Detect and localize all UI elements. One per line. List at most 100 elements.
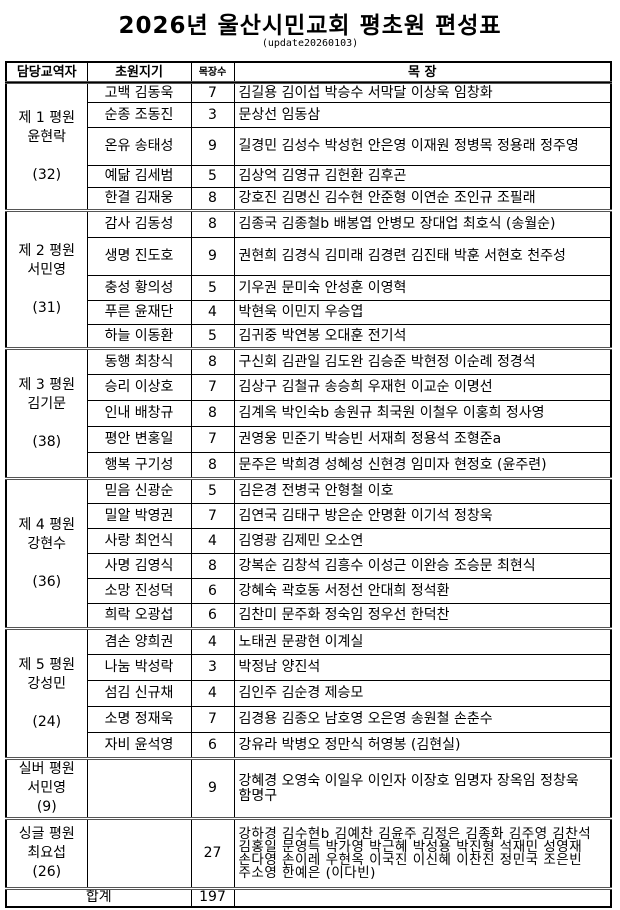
mokjang-count-cell: 9: [190, 127, 235, 166]
chowon-leader-cell: [86, 758, 192, 819]
chowon-leader-cell: 고백 김동욱: [86, 82, 192, 103]
mokjang-members-cell: 김은경 전병국 안형철 이호: [233, 478, 612, 504]
mokjang-members-cell: 강혜경 오영숙 이일우 이인자 이장호 임명자 장옥임 정창욱 함명구: [233, 758, 612, 819]
group-leader: 최요섭: [27, 845, 67, 861]
chowon-leader-cell: [86, 818, 192, 889]
mokjang-members-cell: 김인주 김순경 제승모: [233, 680, 612, 707]
mokjang-count-cell: 6: [190, 603, 235, 629]
chowon-leader-cell: 하늘 이동환: [86, 324, 192, 349]
mokjang-members-cell: 김영광 김제민 오소연: [233, 528, 612, 554]
mokjang-count-cell: 8: [190, 210, 235, 238]
mokjang-members-cell: 권현희 김경식 김미래 김경련 김진태 박훈 서현호 천주성: [233, 237, 612, 276]
chowon-leader-cell: 믿음 신광순: [86, 478, 192, 504]
chowon-leader-cell: 충성 황의성: [86, 275, 192, 301]
header-mokjang-count: 목장수: [190, 61, 235, 83]
chowon-leader-cell: 한결 김재웅: [86, 187, 192, 211]
group-count: (38): [32, 433, 62, 450]
table-row: 하늘 이동환 5 김귀중 박연봉 오대훈 전기석: [6, 324, 612, 349]
mokjang-members-cell: 강혜숙 곽호동 서정선 안대희 정석환: [233, 578, 612, 604]
table-row: 순종 조동진 3 문상선 임동삼: [6, 102, 612, 128]
group-leader: 서민영: [27, 780, 67, 796]
mokjang-count-cell: 7: [190, 426, 235, 453]
chowon-leader-cell: 소망 진성덕: [86, 578, 192, 604]
mokjang-count-cell: 5: [190, 275, 235, 301]
mokjang-members-cell: 김귀중 박연봉 오대훈 전기석: [233, 324, 612, 349]
chowon-leader-cell: 동행 최창식: [86, 348, 192, 375]
table-row: 제 5 평원 강성민 (24) 겸손 양희권 4 노태권 문광현 이계실: [5, 628, 612, 759]
mokjang-members-cell: 박정남 양진석: [233, 654, 612, 681]
table-row: 나눔 박성락 3 박정남 양진석: [6, 654, 612, 681]
total-empty-cell: [233, 888, 612, 907]
group-leader: 강성민: [27, 675, 67, 692]
chowon-leader-cell: 온유 송태성: [86, 127, 192, 166]
table-row: 사명 김영식 8 강복순 김창석 김흥수 이성근 이완승 조승문 최현식: [6, 553, 612, 579]
chowon-leader-cell: 희락 오광섭: [86, 603, 192, 629]
group-leader: 김기문: [27, 395, 67, 412]
mokjang-count-cell: 4: [190, 300, 235, 325]
table-row: 실버 평원 서민영 (9) 9 강혜경 오영숙 이일우 이인자 이장호 임명자 장옥임 …: [5, 758, 612, 819]
chowon-leader-cell: 나눔 박성락: [86, 654, 192, 681]
table-row: 한결 김재웅 8 강호진 김명신 김수현 안준형 이연순 조인규 조필래: [6, 187, 612, 211]
mokjang-count-cell: 5: [190, 165, 235, 188]
chowon-leader-cell: 소명 정재욱: [86, 706, 192, 733]
mokjang-count-cell: 8: [190, 452, 235, 479]
chowon-leader-cell: 사명 김영식: [86, 553, 192, 579]
group-1: 제 1 평원 윤현락 (32) 고백 김동욱 7 김길용 김이섭 박승수 서막달 이상욱 …: [5, 82, 612, 211]
mokjang-count-cell: 7: [190, 503, 235, 529]
group-pastor-cell: 제 3 평원 김기문 (38): [5, 348, 88, 479]
mokjang-members-cell: 문주은 박희경 성혜성 신현경 임미자 현정호 (윤주련): [233, 452, 612, 479]
group-2: 제 2 평원 서민영 (31) 감사 김동성 8 김종국 김종철b 배봉엽 안병모 장대업…: [5, 210, 612, 349]
table-row: 소명 정재욱 7 김경용 김종오 남호영 오은영 송원철 손춘수: [6, 706, 612, 733]
mokjang-count-cell: 27: [190, 818, 235, 889]
group-4: 제 4 평원 강현수 (36) 믿음 신광순 5 김은경 전병국 안형철 이호 밀알 박영권…: [5, 478, 612, 629]
mokjang-count-cell: 7: [190, 374, 235, 401]
table-row: 승리 이상호 7 김상구 김철규 송승희 우재헌 이교순 이명선: [6, 374, 612, 401]
group-pastor-cell: 제 5 평원 강성민 (24): [5, 628, 88, 759]
group-pastor-cell: 제 4 평원 강현수 (36): [5, 478, 88, 629]
group-name: 싱글 평원: [18, 826, 75, 842]
table-row: 평안 변홍일 7 권영웅 민준기 박승빈 서재희 정용석 조형준a: [6, 426, 612, 453]
table-row: 푸른 윤재단 4 박현욱 이민지 우승엽: [6, 300, 612, 325]
mokjang-count-cell: 7: [190, 706, 235, 733]
table-row: 생명 진도호 9 권현희 김경식 김미래 김경련 김진태 박훈 서현호 천주성: [6, 237, 612, 276]
chowon-leader-cell: 예닮 김세범: [86, 165, 192, 188]
mokjang-members-cell: 강복순 김창석 김흥수 이성근 이완승 조승문 최현식: [233, 553, 612, 579]
table-row: 사랑 최언식 4 김영광 김제민 오소연: [6, 528, 612, 554]
group-count: (9): [36, 799, 57, 815]
group-count: (26): [32, 864, 62, 880]
table-row: 행복 구기성 8 문주은 박희경 성혜성 신현경 임미자 현정호 (윤주련): [6, 452, 612, 479]
mokjang-count-cell: 8: [190, 553, 235, 579]
chowon-leader-cell: 평안 변홍일: [86, 426, 192, 453]
mokjang-members-cell: 강호진 김명신 김수현 안준형 이연순 조인규 조필래: [233, 187, 612, 211]
mokjang-members-cell: 길경민 김성수 박성헌 안은영 이재원 정병목 정용래 정주영: [233, 127, 612, 166]
page-title: 2026년 울산시민교회 평초원 편성표: [118, 13, 502, 39]
mokjang-members-cell: 강하경 김수현b 김예찬 김윤주 김정은 김종화 김주영 김찬석 김홍일 문영득…: [233, 818, 612, 889]
mokjang-count-cell: 4: [190, 528, 235, 554]
group-6: 실버 평원 서민영 (9) 9 강혜경 오영숙 이일우 이인자 이장호 임명자 장옥임 …: [5, 758, 612, 819]
mokjang-count-cell: 5: [190, 324, 235, 349]
table-row: 인내 배창규 8 김계옥 박인숙b 송원규 최국원 이철우 이홍희 정사영: [6, 400, 612, 427]
group-leader: 서민영: [27, 261, 67, 278]
table-row: 예닮 김세범 5 김상억 김영규 김헌환 김후곤: [6, 165, 612, 188]
mokjang-members-cell: 문상선 임동삼: [233, 102, 612, 128]
table-row: 제 1 평원 윤현락 (32) 고백 김동욱 7 김길용 김이섭 박승수 서막달 이상욱 …: [5, 82, 612, 211]
header-mokjang: 목 장: [233, 61, 612, 83]
total-label: 합계: [5, 888, 192, 907]
group-5: 제 5 평원 강성민 (24) 겸손 양희권 4 노태권 문광현 이계실 나눔 박성락 3 박정…: [5, 628, 612, 759]
group-pastor-cell: 제 1 평원 윤현락 (32): [5, 82, 88, 211]
table-row: 온유 송태성 9 길경민 김성수 박성헌 안은영 이재원 정병목 정용래 정주영: [6, 127, 612, 166]
header-pastor: 담당교역자: [5, 61, 88, 83]
mokjang-members-cell: 김상억 김영규 김헌환 김후곤: [233, 165, 612, 188]
chowon-leader-cell: 자비 윤석영: [86, 732, 192, 759]
mokjang-count-cell: 6: [190, 732, 235, 759]
mokjang-count-cell: 8: [190, 348, 235, 375]
mokjang-count-cell: 6: [190, 578, 235, 604]
mokjang-members-cell: 노태권 문광현 이계실: [233, 628, 612, 655]
chowon-leader-cell: 푸른 윤재단: [86, 300, 192, 325]
mokjang-members-cell: 구신회 김관일 김도완 김승준 박현정 이순례 정경석: [233, 348, 612, 375]
table-row: 충성 황의성 5 기우권 문미숙 안성훈 이영혁: [6, 275, 612, 301]
mokjang-members-cell: 기우권 문미숙 안성훈 이영혁: [233, 275, 612, 301]
total-section: 합계 197: [5, 888, 612, 907]
